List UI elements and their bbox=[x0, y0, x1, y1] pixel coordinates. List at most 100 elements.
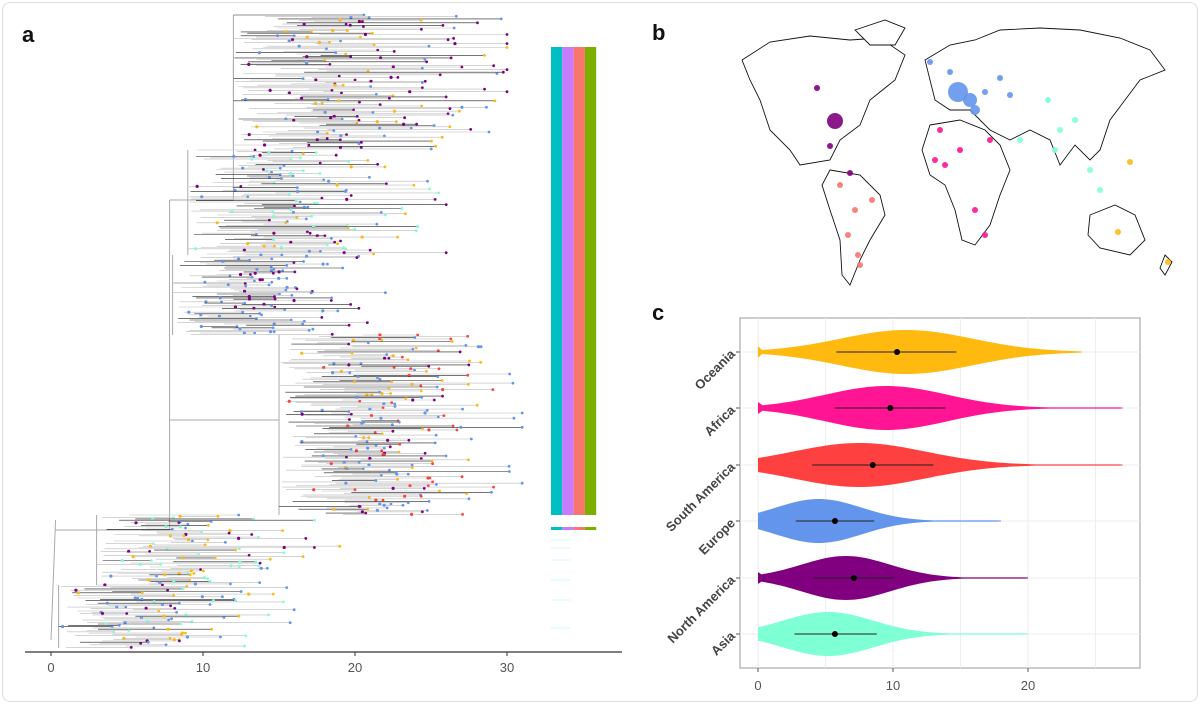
tree-tip bbox=[320, 316, 324, 319]
tree-tip bbox=[414, 229, 418, 233]
tree-node bbox=[346, 424, 350, 428]
tree-tip bbox=[455, 428, 459, 432]
y-tick-label: Europe bbox=[696, 515, 738, 557]
tree-tip bbox=[406, 501, 410, 505]
tree-tip bbox=[278, 173, 282, 177]
tree-tip bbox=[384, 213, 387, 217]
tree-tip bbox=[406, 358, 410, 362]
tree-node bbox=[344, 481, 348, 485]
tree-tip bbox=[350, 351, 354, 355]
tree-tip bbox=[243, 644, 246, 648]
tree-tip bbox=[465, 492, 468, 495]
tree-tip bbox=[396, 477, 399, 481]
tree-node bbox=[172, 638, 176, 642]
tree-node bbox=[164, 525, 168, 529]
tree-tip bbox=[319, 250, 322, 253]
tree-tip bbox=[345, 455, 348, 459]
tree-node bbox=[258, 278, 262, 282]
tree-tip bbox=[184, 526, 187, 530]
tree-tip bbox=[501, 70, 505, 74]
tree-node bbox=[218, 296, 222, 300]
tree-tip bbox=[370, 393, 374, 397]
tree-node bbox=[312, 225, 316, 229]
tree-node bbox=[272, 322, 276, 326]
tree-tip bbox=[432, 124, 436, 127]
tree-tip bbox=[434, 433, 438, 437]
tree-tip bbox=[340, 91, 343, 95]
tree-tip bbox=[360, 422, 364, 425]
tree-tip bbox=[323, 234, 327, 238]
tree-tip bbox=[412, 183, 416, 187]
tree-node bbox=[267, 151, 271, 155]
tree-tip bbox=[495, 72, 499, 75]
tree-tip bbox=[359, 141, 363, 144]
x-tick-label: 0 bbox=[754, 678, 761, 693]
tree-tip bbox=[220, 595, 224, 599]
tree-tip bbox=[254, 317, 258, 321]
tree-tip bbox=[188, 578, 191, 582]
tree-branch bbox=[50, 519, 57, 641]
tree-tip bbox=[127, 629, 131, 632]
tree-tip bbox=[273, 244, 276, 248]
tree-tip bbox=[451, 424, 455, 428]
tree-tip bbox=[270, 257, 274, 261]
tree-tip bbox=[302, 260, 305, 263]
tree-tip bbox=[237, 614, 241, 618]
tree-node bbox=[379, 416, 383, 420]
tree-tip bbox=[425, 370, 428, 373]
tree-tip bbox=[401, 503, 405, 507]
tree-tip bbox=[172, 594, 176, 597]
tree-tip bbox=[271, 209, 275, 213]
location-bubble bbox=[1072, 117, 1078, 123]
tree-node bbox=[299, 410, 304, 414]
tree-tip bbox=[355, 115, 359, 118]
location-bubble bbox=[1097, 187, 1103, 193]
location-bubble bbox=[1052, 147, 1058, 153]
tree-tip bbox=[419, 27, 423, 31]
tree-node bbox=[243, 97, 248, 102]
tree-node bbox=[105, 601, 109, 605]
tree-tip bbox=[334, 153, 338, 157]
tree-node bbox=[427, 428, 431, 432]
tree-node bbox=[165, 547, 169, 551]
tree-tip bbox=[512, 416, 516, 420]
tree-node bbox=[338, 146, 343, 150]
tree-tip bbox=[349, 55, 353, 58]
tree-tip bbox=[318, 172, 322, 175]
tree-tip bbox=[392, 366, 396, 369]
tree-tip bbox=[347, 410, 351, 414]
x-tick-label: 30 bbox=[500, 660, 514, 675]
tree-tip bbox=[433, 198, 437, 201]
tree-tip bbox=[282, 600, 285, 604]
location-bubble bbox=[1165, 259, 1171, 265]
tree-node bbox=[199, 313, 203, 317]
tree-tip bbox=[394, 120, 398, 123]
tree-tip bbox=[376, 48, 380, 52]
tree-tip bbox=[250, 533, 254, 536]
tree-tip bbox=[167, 618, 170, 622]
tree-node bbox=[139, 615, 144, 620]
tree-tip bbox=[508, 372, 512, 376]
tree-tip bbox=[427, 44, 431, 48]
tree-node bbox=[339, 134, 343, 138]
tree-tip bbox=[387, 386, 391, 390]
tree-node bbox=[391, 65, 395, 69]
tree-tip bbox=[292, 261, 296, 265]
tree-tip bbox=[339, 39, 342, 43]
annotation-bar bbox=[551, 47, 563, 515]
tree-tip bbox=[404, 212, 407, 216]
annotation-bar bbox=[584, 47, 597, 515]
tree-tip bbox=[347, 323, 351, 327]
tree-tip bbox=[493, 99, 497, 103]
tree-node bbox=[269, 269, 274, 273]
tree-node bbox=[401, 122, 406, 126]
tree-tip bbox=[485, 105, 488, 109]
tree-tip bbox=[334, 51, 338, 55]
tree-tip bbox=[340, 117, 344, 121]
violin-asia bbox=[758, 612, 1028, 656]
tree-tip bbox=[444, 95, 448, 99]
tree-tip bbox=[229, 582, 232, 586]
tree-tip bbox=[318, 161, 322, 165]
tree-tip bbox=[414, 346, 418, 350]
